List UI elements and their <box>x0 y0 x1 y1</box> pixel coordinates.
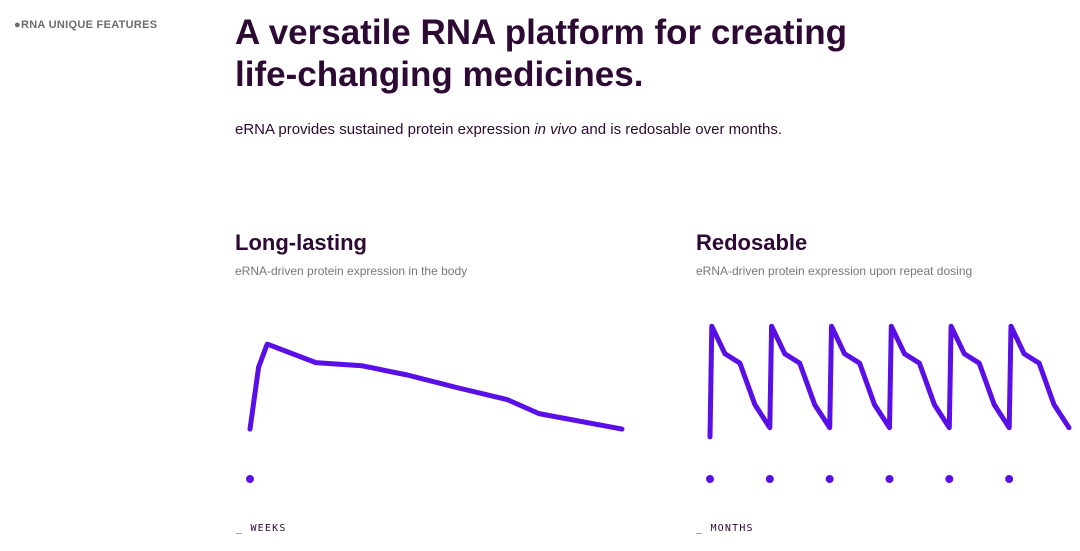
dose-marker-0 <box>246 475 254 483</box>
page-headline: A versatile RNA platform for creating li… <box>235 12 935 96</box>
repeat-dose-marker-0 <box>706 475 714 483</box>
redosable-series-line <box>707 323 1072 440</box>
subhead-before: eRNA provides sustained protein expressi… <box>235 121 535 138</box>
weeks-axis-label: _ WEEKS <box>236 523 287 534</box>
long-lasting-series-line <box>247 341 625 432</box>
repeat-dose-marker-3 <box>885 475 894 483</box>
months-axis-label: _ MONTHS <box>696 523 754 534</box>
headline-line-2: life-changing medicines. <box>235 55 644 94</box>
long-lasting-caption: eRNA-driven protein expression in the bo… <box>235 264 468 278</box>
subhead-emphasis: in vivo <box>534 121 577 138</box>
page-subhead: eRNA provides sustained protein expressi… <box>235 121 782 138</box>
redosable-title: Redosable <box>696 230 808 255</box>
repeat-dose-marker-1 <box>765 475 774 483</box>
long-lasting-title: Long-lasting <box>235 230 367 255</box>
redosable-caption: eRNA-driven protein expression upon repe… <box>696 264 973 278</box>
repeat-dose-marker-2 <box>825 475 834 483</box>
section-eyebrow: ●RNA UNIQUE FEATURES <box>14 19 158 31</box>
headline-line-1: A versatile RNA platform for creating <box>235 13 847 52</box>
repeat-dose-marker-4 <box>945 475 954 483</box>
subhead-after: and is redosable over months. <box>576 121 782 138</box>
repeat-dose-marker-5 <box>1005 475 1014 483</box>
